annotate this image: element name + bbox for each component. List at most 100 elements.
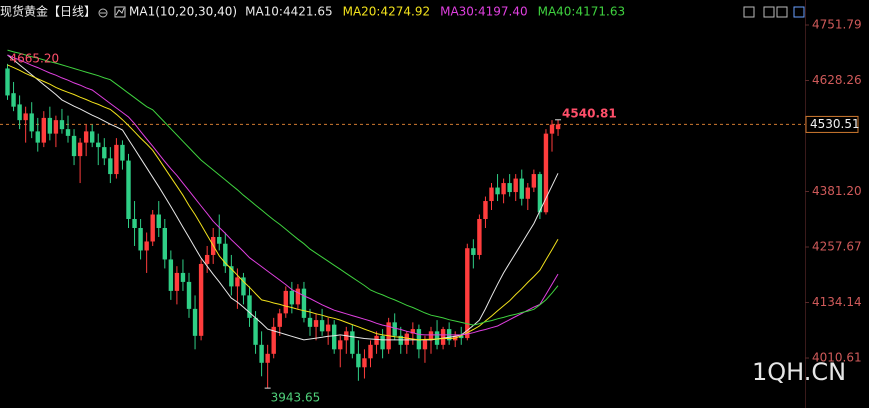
candle-body bbox=[422, 340, 428, 350]
candle-body bbox=[525, 187, 530, 199]
candle-body bbox=[5, 68, 10, 96]
candle-body bbox=[17, 104, 22, 121]
candle-body bbox=[83, 131, 89, 143]
candle-body bbox=[549, 124, 555, 134]
candle-body bbox=[495, 187, 500, 195]
candle-body bbox=[150, 214, 155, 242]
legend-entry: MA10:4421.65 bbox=[245, 5, 333, 19]
collapse-icon[interactable] bbox=[98, 8, 108, 18]
candle-body bbox=[519, 178, 524, 199]
candle-body bbox=[489, 187, 494, 202]
candle-body bbox=[35, 131, 40, 143]
toolbar bbox=[743, 6, 805, 18]
indicator-icon[interactable] bbox=[114, 6, 126, 18]
candle-body bbox=[120, 144, 125, 161]
candle-body bbox=[392, 322, 397, 336]
legend-entry: MA40:4171.63 bbox=[538, 5, 626, 19]
y-tick-label: 4628.26 bbox=[812, 73, 862, 87]
candle-body bbox=[132, 219, 137, 228]
candle-body bbox=[368, 344, 373, 359]
candle-body bbox=[77, 142, 83, 157]
tool-button[interactable] bbox=[743, 6, 755, 18]
candle-body bbox=[404, 333, 409, 345]
ma-line bbox=[7, 49, 559, 326]
candle-body bbox=[253, 317, 258, 345]
candle-body bbox=[307, 317, 313, 327]
candle-body bbox=[114, 144, 119, 175]
candle-body bbox=[168, 259, 174, 291]
candle-body bbox=[204, 254, 210, 264]
candle-body bbox=[102, 147, 107, 159]
candle-body bbox=[380, 335, 385, 350]
candle-body bbox=[156, 214, 161, 228]
candle-body bbox=[301, 288, 307, 318]
y-tick-label: 4257.67 bbox=[812, 240, 862, 254]
candle-body bbox=[319, 320, 325, 332]
y-tick-label: 4381.20 bbox=[812, 184, 862, 198]
candle-body bbox=[144, 241, 149, 251]
candle-body bbox=[555, 124, 561, 130]
candle-body bbox=[465, 248, 470, 339]
candle-body bbox=[259, 344, 264, 363]
candle-body bbox=[223, 243, 228, 267]
candle-body bbox=[338, 340, 343, 350]
y-tick-label: 4134.14 bbox=[812, 295, 862, 309]
candle-body bbox=[410, 329, 416, 334]
max-price-label: 4665.20 bbox=[10, 51, 60, 65]
y-tick-label: 4751.79 bbox=[812, 17, 862, 31]
candle-body bbox=[247, 295, 252, 318]
candle-body bbox=[23, 113, 28, 121]
tool-button[interactable] bbox=[776, 6, 788, 18]
candle-body bbox=[325, 324, 331, 332]
y-tick-label: 4010.61 bbox=[812, 351, 862, 365]
tool-button[interactable] bbox=[793, 6, 805, 18]
indicator-icon-line bbox=[115, 7, 125, 16]
candle-body bbox=[531, 174, 537, 188]
candle-body bbox=[235, 277, 240, 287]
watermark: 1QH.CN bbox=[752, 358, 846, 386]
ma-line bbox=[7, 54, 559, 341]
tool-button[interactable] bbox=[763, 6, 775, 18]
candle-body bbox=[180, 272, 186, 282]
min-price-label: 3943.65 bbox=[271, 391, 321, 405]
candle-body bbox=[59, 120, 65, 130]
candle-body bbox=[65, 129, 71, 136]
candle-body bbox=[332, 324, 337, 350]
candle-body bbox=[108, 158, 113, 175]
legend-entry: MA20:4274.92 bbox=[343, 5, 431, 19]
candle-body bbox=[53, 120, 59, 134]
candle-body bbox=[162, 227, 167, 260]
candle-body bbox=[29, 113, 34, 132]
candle-body bbox=[513, 178, 518, 193]
candle-body bbox=[192, 308, 198, 336]
candle-body bbox=[374, 335, 379, 345]
candle-body bbox=[434, 331, 440, 345]
candle-body bbox=[289, 290, 295, 305]
candle-body bbox=[96, 142, 101, 148]
candle-body bbox=[229, 266, 234, 287]
candle-body bbox=[416, 329, 422, 350]
candle-body bbox=[295, 288, 301, 305]
candle-body bbox=[501, 183, 506, 195]
indicator-label: MA1(10,20,30,40) bbox=[129, 5, 237, 19]
candle-body bbox=[507, 183, 512, 193]
last-high-label: 4540.81 bbox=[562, 106, 617, 120]
legend-entry: MA30:4197.40 bbox=[440, 5, 528, 19]
candle-body bbox=[126, 160, 131, 220]
candle-body bbox=[459, 335, 464, 339]
candle-body bbox=[271, 326, 276, 354]
candle-body bbox=[440, 329, 446, 345]
candle-body bbox=[11, 93, 16, 107]
chart-title: 现货黄金【日线】 bbox=[0, 4, 96, 19]
candle-body bbox=[356, 353, 361, 368]
last-price-label: 4530.51 bbox=[810, 117, 860, 131]
candle-body bbox=[477, 219, 482, 255]
candle-body bbox=[138, 227, 143, 251]
candle-body bbox=[313, 320, 319, 327]
candle-body bbox=[265, 353, 270, 363]
candle-body bbox=[350, 331, 355, 354]
candle-body bbox=[428, 331, 434, 341]
